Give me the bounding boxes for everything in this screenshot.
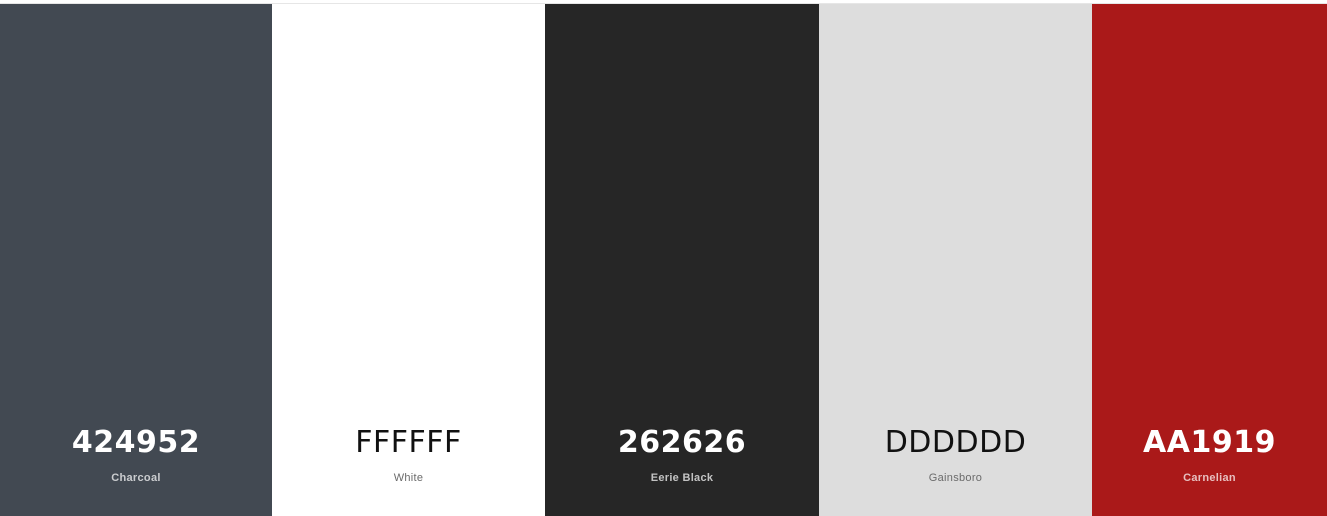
swatch-hex-code[interactable]: 262626	[617, 425, 747, 460]
color-palette: 424952 Charcoal FFFFFF White 262626 Eeri…	[0, 3, 1327, 516]
swatch-hex-code[interactable]: DDDDDD	[884, 425, 1027, 460]
swatch-hex-code[interactable]: AA1919	[1143, 425, 1276, 460]
swatch-carnelian[interactable]: AA1919 Carnelian	[1092, 4, 1327, 516]
swatch-color-name: Carnelian	[1183, 472, 1236, 484]
swatch-gainsboro[interactable]: DDDDDD Gainsboro	[819, 4, 1092, 516]
swatch-white[interactable]: FFFFFF White	[272, 4, 545, 516]
swatch-charcoal[interactable]: 424952 Charcoal	[0, 4, 272, 516]
swatch-color-name: Charcoal	[111, 472, 161, 484]
swatch-eerie-black[interactable]: 262626 Eerie Black	[545, 4, 819, 516]
swatch-color-name: White	[393, 472, 424, 484]
swatch-color-name: Eerie Black	[650, 472, 714, 484]
swatch-hex-code[interactable]: 424952	[71, 425, 201, 460]
swatch-hex-code[interactable]: FFFFFF	[355, 425, 462, 460]
swatch-color-name: Gainsboro	[928, 472, 983, 484]
